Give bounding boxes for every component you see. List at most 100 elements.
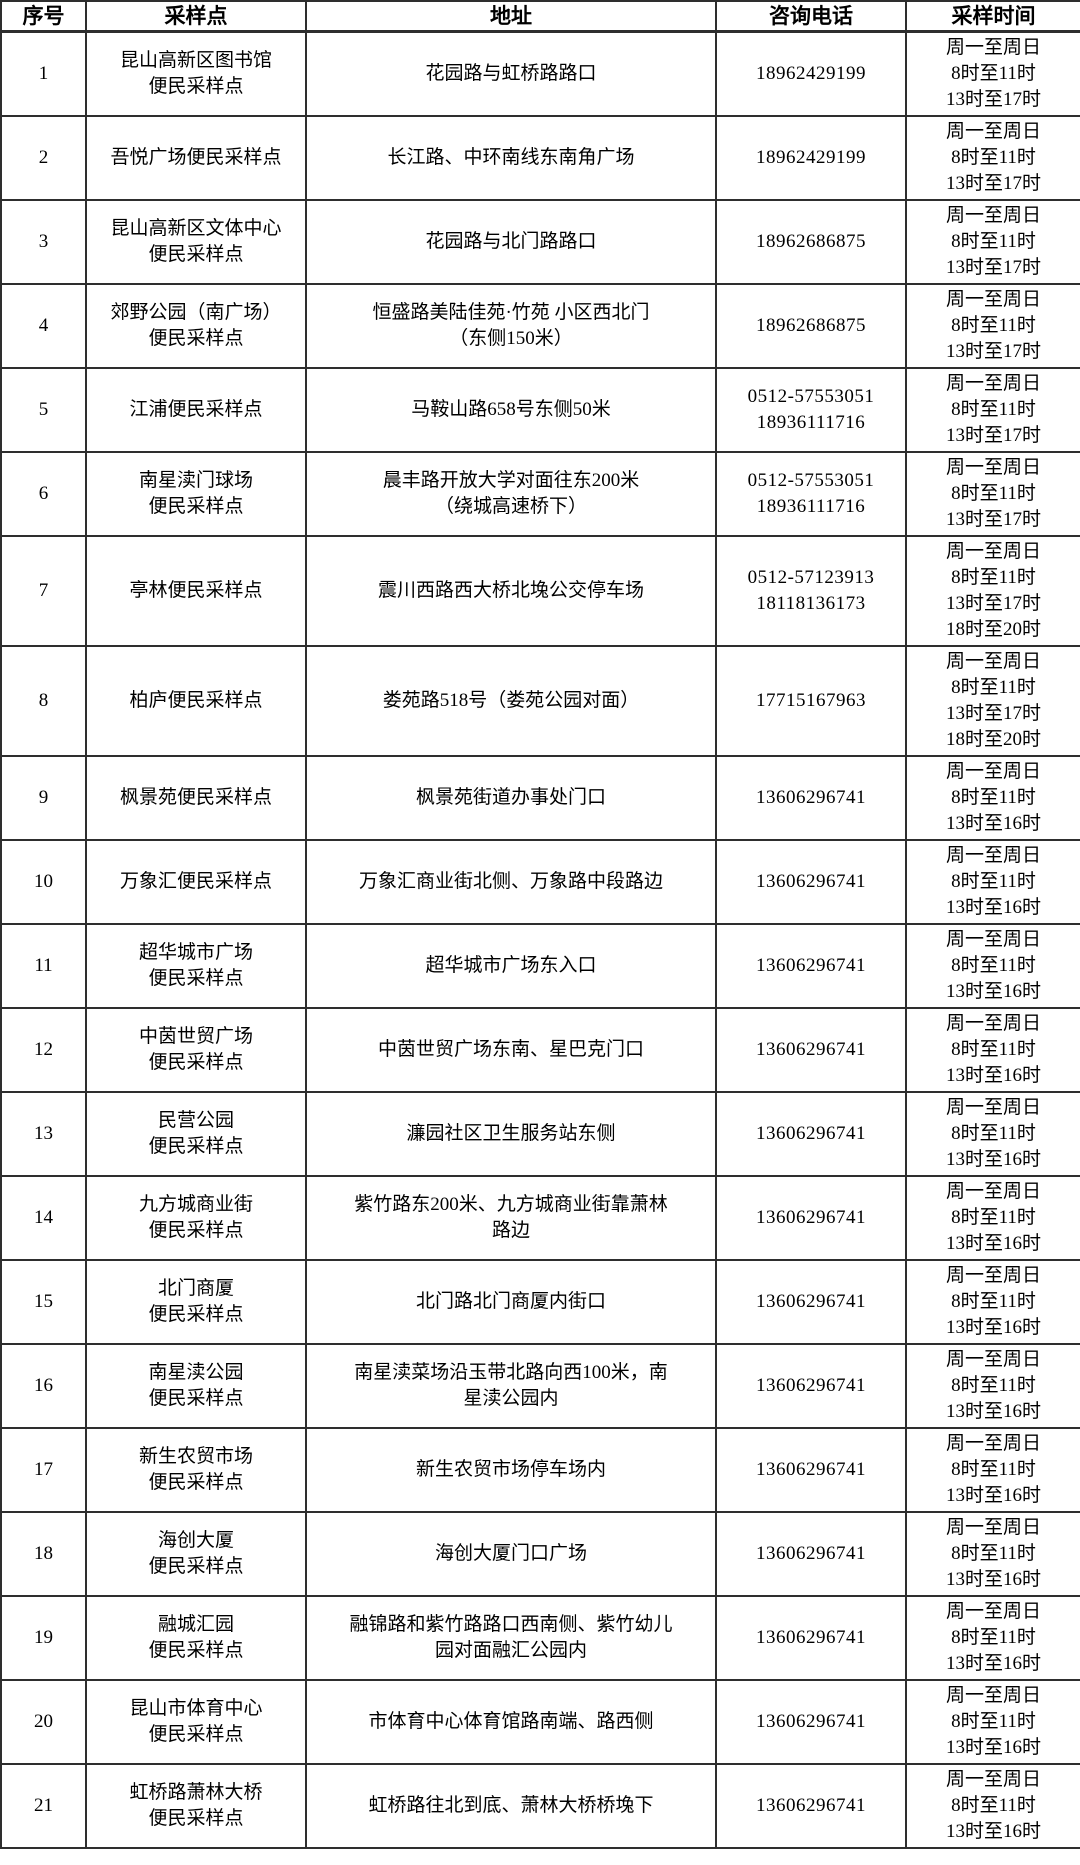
site-name: 亭林便民采样点 (85, 535, 307, 647)
site-address: 长江路、中环南线东南角广场 (305, 115, 717, 201)
site-name: 柏庐便民采样点 (85, 645, 307, 757)
site-address: 万象汇商业街北侧、万象路中段路边 (305, 839, 717, 925)
table-row: 18 海创大厦 便民采样点 海创大厦门口广场 13606296741 周一至周日 8时至… (0, 1511, 1080, 1597)
table-row: 8 柏庐便民采样点 娄苑路518号（娄苑公园对面） 17715167963 周一至周日 … (0, 645, 1080, 757)
sampling-time: 周一至周日 8时至11时 13时至16时 (905, 839, 1080, 925)
site-name: 虹桥路萧林大桥 便民采样点 (85, 1763, 307, 1849)
site-phone: 17715167963 (715, 645, 907, 757)
row-number: 15 (0, 1259, 87, 1345)
site-phone: 13606296741 (715, 755, 907, 841)
site-address: 虹桥路往北到底、萧林大桥桥堍下 (305, 1763, 717, 1849)
site-name: 郊野公园（南广场） 便民采样点 (85, 283, 307, 369)
site-phone: 18962686875 (715, 283, 907, 369)
sampling-time: 周一至周日 8时至11时 13时至17时 (905, 367, 1080, 453)
column-header-phone: 咨询电话 (715, 0, 907, 33)
row-number: 13 (0, 1091, 87, 1177)
site-phone: 0512-57553051 18936111716 (715, 367, 907, 453)
table-row: 5 江浦便民采样点 马鞍山路658号东侧50米 0512-57553051 18936… (0, 367, 1080, 453)
site-address: 超华城市广场东入口 (305, 923, 717, 1009)
site-address: 市体育中心体育馆路南端、路西侧 (305, 1679, 717, 1765)
site-phone: 18962429199 (715, 115, 907, 201)
site-address: 花园路与北门路路口 (305, 199, 717, 285)
site-name: 海创大厦 便民采样点 (85, 1511, 307, 1597)
site-phone: 13606296741 (715, 1679, 907, 1765)
table-row: 19 融城汇园 便民采样点 融锦路和紫竹路路口西南侧、紫竹幼儿 园对面融汇公园内 13… (0, 1595, 1080, 1681)
site-phone: 13606296741 (715, 1091, 907, 1177)
site-address: 新生农贸市场停车场内 (305, 1427, 717, 1513)
sampling-time: 周一至周日 8时至11时 13时至16时 (905, 1427, 1080, 1513)
site-name: 万象汇便民采样点 (85, 839, 307, 925)
site-address: 恒盛路美陆佳苑·竹苑 小区西北门 （东侧150米） (305, 283, 717, 369)
site-address: 濂园社区卫生服务站东侧 (305, 1091, 717, 1177)
row-number: 21 (0, 1763, 87, 1849)
sampling-time: 周一至周日 8时至11时 13时至16时 (905, 1175, 1080, 1261)
table-row: 7 亭林便民采样点 震川西路西大桥北堍公交停车场 0512-57123913 1811… (0, 535, 1080, 647)
row-number: 1 (0, 30, 87, 117)
site-name: 融城汇园 便民采样点 (85, 1595, 307, 1681)
table-body: 1 昆山高新区图书馆 便民采样点 花园路与虹桥路路口 18962429199 周一至周日… (0, 30, 1080, 1849)
table-row: 6 南星渎门球场 便民采样点 晨丰路开放大学对面往东200米 （绕城高速桥下） 051… (0, 451, 1080, 537)
site-name: 南星渎公园 便民采样点 (85, 1343, 307, 1429)
site-address: 花园路与虹桥路路口 (305, 30, 717, 117)
column-header-address: 地址 (305, 0, 717, 33)
row-number: 20 (0, 1679, 87, 1765)
site-name: 昆山高新区文体中心 便民采样点 (85, 199, 307, 285)
row-number: 7 (0, 535, 87, 647)
site-phone: 13606296741 (715, 1763, 907, 1849)
row-number: 19 (0, 1595, 87, 1681)
table-row: 3 昆山高新区文体中心 便民采样点 花园路与北门路路口 18962686875 周一至周… (0, 199, 1080, 285)
site-address: 中茵世贸广场东南、星巴克门口 (305, 1007, 717, 1093)
row-number: 16 (0, 1343, 87, 1429)
table-row: 20 昆山市体育中心 便民采样点 市体育中心体育馆路南端、路西侧 1360629674… (0, 1679, 1080, 1765)
site-phone: 13606296741 (715, 1343, 907, 1429)
site-address: 娄苑路518号（娄苑公园对面） (305, 645, 717, 757)
site-address: 紫竹路东200米、九方城商业街靠萧林 路边 (305, 1175, 717, 1261)
site-address: 马鞍山路658号东侧50米 (305, 367, 717, 453)
site-phone: 13606296741 (715, 1511, 907, 1597)
header-row: 序号 采样点 地址 咨询电话 采样时间 (0, 0, 1080, 33)
table-row: 21 虹桥路萧林大桥 便民采样点 虹桥路往北到底、萧林大桥桥堍下 1360629674… (0, 1763, 1080, 1849)
sampling-time: 周一至周日 8时至11时 13时至16时 (905, 1259, 1080, 1345)
table-row: 1 昆山高新区图书馆 便民采样点 花园路与虹桥路路口 18962429199 周一至周日… (0, 30, 1080, 117)
table-row: 12 中茵世贸广场 便民采样点 中茵世贸广场东南、星巴克门口 13606296741 周… (0, 1007, 1080, 1093)
row-number: 8 (0, 645, 87, 757)
table-row: 2 吾悦广场便民采样点 长江路、中环南线东南角广场 18962429199 周一至周日 … (0, 115, 1080, 201)
column-header-no: 序号 (0, 0, 87, 33)
sampling-time: 周一至周日 8时至11时 13时至16时 (905, 923, 1080, 1009)
table-row: 10 万象汇便民采样点 万象汇商业街北侧、万象路中段路边 13606296741 周一至… (0, 839, 1080, 925)
sampling-time: 周一至周日 8时至11时 13时至16时 (905, 1595, 1080, 1681)
column-header-time: 采样时间 (905, 0, 1080, 33)
site-phone: 13606296741 (715, 839, 907, 925)
table-row: 16 南星渎公园 便民采样点 南星渎菜场沿玉带北路向西100米，南 星渎公园内 136… (0, 1343, 1080, 1429)
table-row: 17 新生农贸市场 便民采样点 新生农贸市场停车场内 13606296741 周一至周日… (0, 1427, 1080, 1513)
table-row: 9 枫景苑便民采样点 枫景苑街道办事处门口 13606296741 周一至周日 8时至1… (0, 755, 1080, 841)
sampling-time: 周一至周日 8时至11时 13时至17时 (905, 115, 1080, 201)
row-number: 10 (0, 839, 87, 925)
site-name: 江浦便民采样点 (85, 367, 307, 453)
site-phone: 13606296741 (715, 923, 907, 1009)
site-phone: 13606296741 (715, 1007, 907, 1093)
site-phone: 18962686875 (715, 199, 907, 285)
row-number: 2 (0, 115, 87, 201)
row-number: 5 (0, 367, 87, 453)
site-name: 南星渎门球场 便民采样点 (85, 451, 307, 537)
site-phone: 13606296741 (715, 1175, 907, 1261)
site-phone: 0512-57553051 18936111716 (715, 451, 907, 537)
site-name: 民营公园 便民采样点 (85, 1091, 307, 1177)
table-row: 13 民营公园 便民采样点 濂园社区卫生服务站东侧 13606296741 周一至周日 … (0, 1091, 1080, 1177)
sampling-time: 周一至周日 8时至11时 13时至17时 (905, 451, 1080, 537)
row-number: 14 (0, 1175, 87, 1261)
row-number: 9 (0, 755, 87, 841)
table-row: 14 九方城商业街 便民采样点 紫竹路东200米、九方城商业街靠萧林 路边 13606… (0, 1175, 1080, 1261)
sampling-time: 周一至周日 8时至11时 13时至16时 (905, 1343, 1080, 1429)
site-address: 晨丰路开放大学对面往东200米 （绕城高速桥下） (305, 451, 717, 537)
site-phone: 13606296741 (715, 1595, 907, 1681)
site-address: 枫景苑街道办事处门口 (305, 755, 717, 841)
site-phone: 13606296741 (715, 1427, 907, 1513)
table-header: 序号 采样点 地址 咨询电话 采样时间 (0, 0, 1080, 33)
row-number: 4 (0, 283, 87, 369)
site-name: 九方城商业街 便民采样点 (85, 1175, 307, 1261)
sampling-time: 周一至周日 8时至11时 13时至17时 18时至20时 (905, 645, 1080, 757)
